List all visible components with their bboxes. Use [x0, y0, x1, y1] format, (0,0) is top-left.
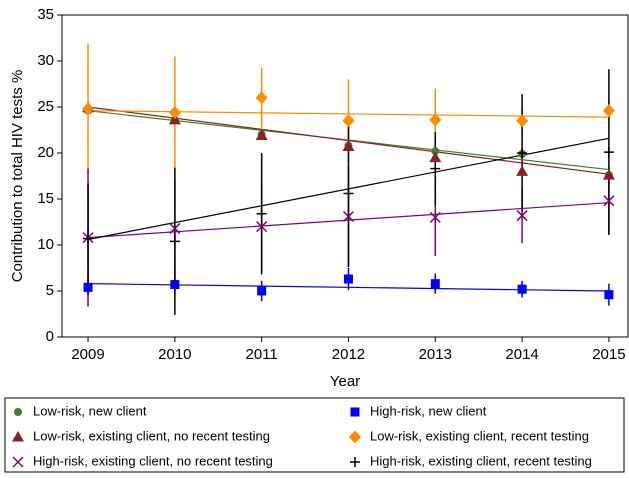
marker [256, 208, 267, 219]
marker [516, 210, 528, 222]
trend-line [88, 202, 609, 239]
y-tick-label: 25 [37, 98, 54, 115]
marker [602, 169, 615, 180]
marker [257, 286, 267, 296]
x-tick-label: 2015 [592, 346, 625, 363]
legend-label: Low-risk, existing client, no recent tes… [33, 428, 270, 443]
marker [83, 282, 93, 292]
y-tick-label: 15 [37, 190, 54, 207]
marker [431, 147, 440, 156]
marker [343, 274, 353, 284]
marker [82, 102, 95, 116]
marker [604, 290, 614, 300]
marker [83, 233, 94, 244]
marker [516, 114, 529, 128]
marker [343, 188, 354, 199]
x-axis-label: Year [330, 373, 360, 390]
y-axis-label: Contribution to total HIV tests % [9, 70, 26, 283]
legend-marker [14, 408, 22, 416]
x-tick-label: 2012 [332, 346, 365, 363]
legend: Low-risk, new client High-risk, new clien… [12, 403, 592, 468]
x-tick-label: 2010 [158, 346, 191, 363]
marker [342, 114, 355, 128]
y-tick-label: 35 [37, 6, 54, 23]
legend-label: High-risk, existing client, recent testi… [370, 453, 592, 468]
x-tick-label: 2011 [246, 346, 278, 363]
marker [430, 163, 441, 174]
legend-marker [349, 430, 361, 444]
marker [516, 165, 529, 176]
marker [255, 129, 268, 141]
legend-label: Low-risk, new client [33, 403, 147, 418]
marker [429, 151, 442, 163]
y-tick-label: 10 [37, 236, 54, 253]
marker [169, 236, 180, 247]
marker [169, 222, 181, 234]
legend-marker [12, 431, 24, 442]
marker [429, 211, 441, 223]
legend-marker [12, 456, 24, 468]
x-tick-label: 2014 [505, 346, 538, 363]
marker [168, 106, 181, 120]
legend-label: Low-risk, existing client, recent testin… [370, 428, 589, 443]
plot-frame [61, 14, 629, 338]
marker [430, 279, 440, 289]
marker [170, 280, 180, 290]
marker [255, 91, 268, 105]
marker [429, 113, 442, 127]
legend-marker [350, 457, 360, 467]
x-tick-label: 2009 [71, 346, 104, 363]
y-tick-label: 30 [37, 52, 54, 69]
marker [342, 210, 355, 223]
legend-label: High-risk, new client [370, 403, 487, 418]
x-tick-label: 2013 [419, 346, 452, 363]
legend-box [4, 397, 625, 473]
marker [603, 195, 615, 207]
marker [256, 221, 268, 233]
legend-marker [350, 407, 360, 417]
y-tick-label: 5 [46, 282, 54, 299]
marker [517, 148, 528, 158]
marker [602, 104, 615, 118]
marker [517, 284, 527, 294]
marker [168, 113, 181, 125]
y-tick-label: 20 [37, 144, 54, 161]
marker [603, 147, 614, 158]
marker [342, 140, 355, 152]
y-tick-label: 0 [46, 328, 54, 345]
legend-label: High-risk, existing client, no recent te… [33, 453, 273, 468]
